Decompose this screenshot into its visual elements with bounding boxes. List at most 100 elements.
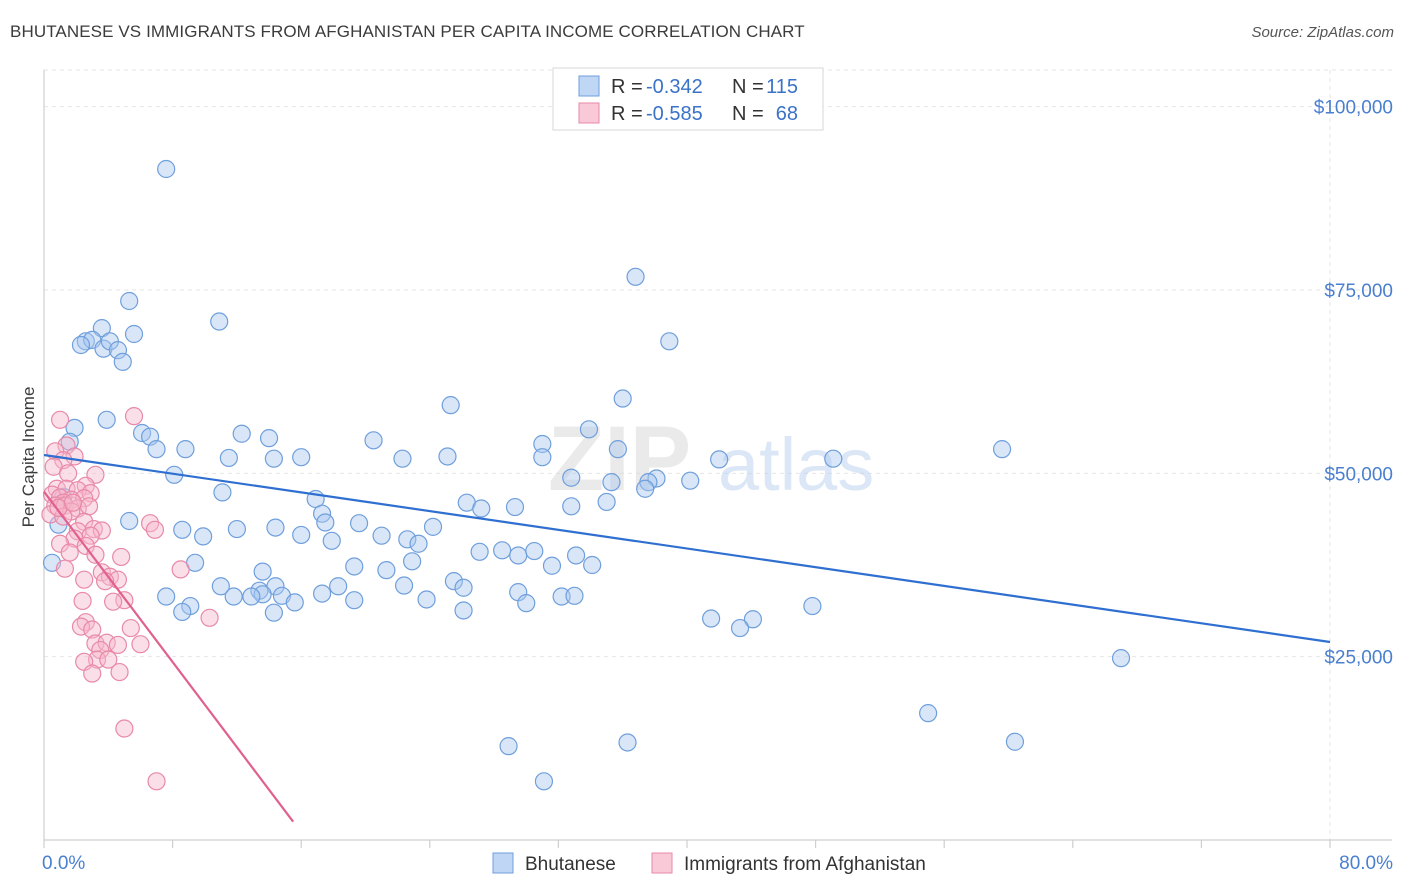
data-point	[562, 468, 581, 487]
data-point	[112, 547, 131, 567]
legend-r-label: R =	[611, 103, 643, 125]
data-point	[173, 520, 192, 539]
data-point	[454, 601, 473, 620]
data-point	[92, 319, 111, 338]
data-point	[824, 449, 843, 468]
data-point	[173, 602, 192, 622]
bottom-legend-label: Bhutanese	[525, 854, 616, 875]
data-point	[65, 418, 84, 437]
data-point	[79, 497, 99, 516]
data-point	[579, 420, 599, 439]
data-point	[73, 591, 92, 611]
data-point	[219, 448, 238, 468]
legend-n-value: 115	[766, 76, 798, 98]
data-point	[702, 609, 721, 628]
data-point	[157, 159, 176, 179]
data-point	[372, 526, 391, 545]
data-point	[120, 291, 139, 311]
data-point	[108, 635, 128, 655]
watermark: ZIP atlas	[548, 408, 874, 510]
data-point	[211, 577, 230, 596]
bottom-legend-swatch	[492, 852, 514, 874]
data-point	[345, 591, 364, 610]
x-tick-label-max: 80.0%	[1339, 853, 1393, 874]
series-bhutanese-points	[42, 159, 1131, 791]
data-point	[60, 543, 79, 562]
data-point	[253, 562, 272, 581]
data-point	[242, 587, 261, 606]
data-point	[312, 584, 332, 603]
data-point	[124, 407, 144, 426]
legend-n-label: N =	[732, 76, 764, 98]
data-point	[266, 518, 285, 537]
y-tick-label: $100,000	[1314, 98, 1393, 119]
data-point	[345, 557, 364, 576]
data-point	[210, 312, 229, 331]
data-point	[71, 617, 91, 636]
bottom-legend-swatch	[651, 852, 673, 874]
data-point	[322, 531, 341, 550]
data-point	[65, 529, 84, 548]
data-point	[438, 447, 457, 466]
data-point	[377, 561, 396, 580]
correlation-legend: R = -0.342 N = 115 R = -0.585 N = 68	[552, 67, 824, 131]
x-tick-labels: 0.0% 80.0%	[42, 853, 1393, 874]
data-point	[444, 572, 464, 591]
data-point	[533, 434, 552, 454]
data-point	[583, 555, 602, 575]
data-point	[1111, 649, 1131, 668]
data-point	[534, 772, 554, 791]
data-point	[227, 519, 246, 539]
data-point	[393, 449, 412, 468]
data-point	[597, 492, 616, 512]
data-point	[94, 339, 113, 358]
data-point	[147, 772, 166, 791]
data-point	[115, 719, 134, 738]
legend-n-label: N =	[732, 103, 764, 125]
data-point	[533, 448, 552, 467]
data-point	[743, 610, 763, 629]
data-point	[517, 594, 536, 613]
data-point	[99, 650, 118, 669]
data-point	[509, 546, 528, 565]
data-point	[71, 335, 91, 355]
data-point	[1005, 732, 1025, 751]
data-point	[626, 267, 645, 286]
data-point	[525, 541, 544, 561]
data-point	[919, 704, 938, 723]
data-point	[75, 570, 94, 589]
data-point	[565, 586, 584, 605]
data-point	[92, 521, 111, 540]
data-point	[660, 332, 679, 351]
data-point	[681, 471, 700, 490]
data-point	[329, 577, 348, 596]
y-tick-label: $50,000	[1324, 464, 1393, 485]
watermark-atlas: atlas	[718, 423, 874, 506]
data-point	[104, 592, 123, 611]
data-point	[264, 449, 283, 468]
data-point	[145, 520, 165, 539]
data-point	[499, 737, 518, 756]
data-points	[41, 159, 1131, 791]
data-point	[131, 635, 150, 654]
data-point	[110, 662, 129, 682]
data-point	[992, 440, 1012, 459]
data-point	[493, 541, 512, 560]
data-point	[409, 534, 428, 553]
series-legend: Bhutanese Immigrants from Afghanistan	[492, 852, 926, 875]
data-point	[292, 525, 311, 545]
data-point	[147, 440, 166, 459]
legend-swatch	[578, 75, 600, 97]
data-point	[213, 483, 232, 502]
data-point	[562, 497, 581, 516]
data-point	[55, 559, 74, 578]
data-point	[171, 560, 190, 579]
data-point	[194, 527, 213, 546]
data-point	[423, 517, 443, 536]
data-point	[349, 514, 369, 533]
trend-line-afghanistan	[43, 491, 295, 823]
data-point	[710, 450, 729, 469]
source-label: Source: ZipAtlas.com	[1251, 24, 1394, 41]
data-point	[417, 590, 436, 609]
data-point	[108, 341, 128, 360]
